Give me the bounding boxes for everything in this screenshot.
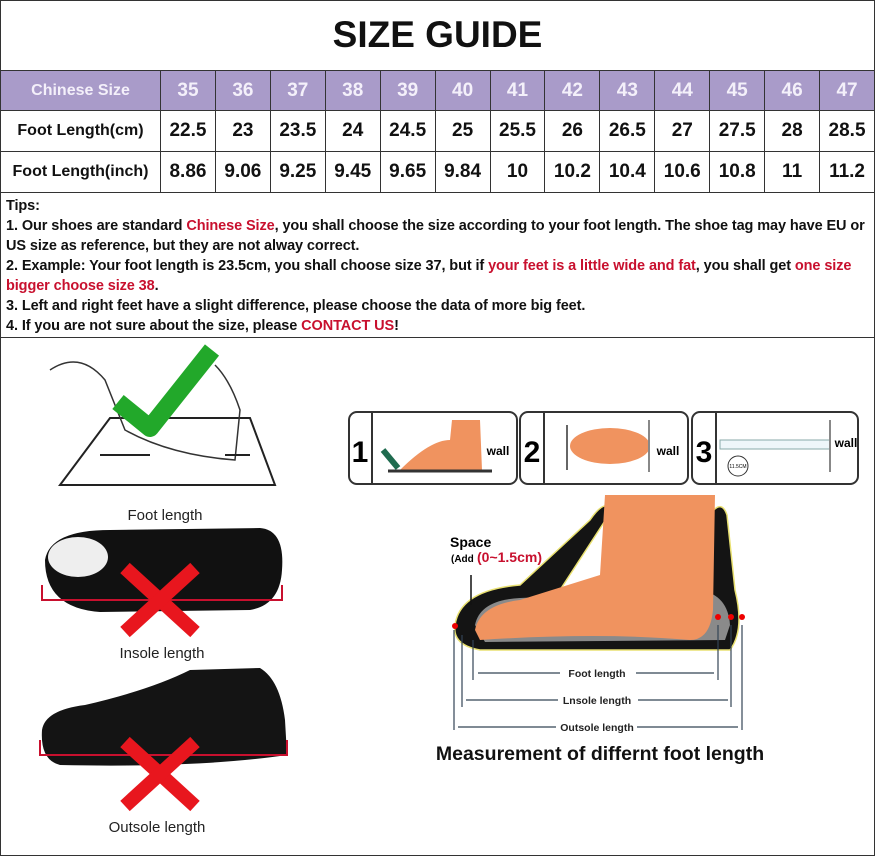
tip-3: 3. Left and right feet have a slight dif… [6, 298, 586, 314]
table-cell: 9.45 [324, 151, 381, 193]
table-cell: 47 [819, 70, 875, 111]
insole-illustration [41, 528, 283, 638]
table-cell: 38 [324, 70, 381, 111]
ruler [719, 439, 831, 450]
step-2-panel: 2 wall [519, 411, 689, 485]
outsole-length-dimension: Outsole length [560, 722, 634, 734]
table-cell: 10.2 [544, 151, 601, 193]
table-cell: 42 [544, 70, 601, 111]
table-cell: 45 [709, 70, 766, 111]
table-cell: 37 [269, 70, 326, 111]
insole-length-dimension: Lnsole length [563, 695, 631, 707]
foot-on-paper-illustration [49, 344, 277, 486]
tip-highlight: your feet is a little wide and fat [488, 258, 696, 274]
tip-text: , you shall get [695, 258, 795, 274]
table-cell: 11.2 [819, 151, 875, 193]
table-row: Foot Length(cm) 22.5 23 23.5 24 24.5 25 25.5 26 2… [0, 110, 875, 152]
wall-label: wall [656, 444, 680, 458]
wall-label: wall [486, 444, 510, 458]
tips-section: Tips: 1. Our shoes are standard Chinese … [0, 193, 875, 338]
dimension-lines [453, 625, 743, 730]
table-cell: 22.5 [160, 110, 216, 152]
table-cell: 39 [379, 70, 436, 111]
add-label: (Add [451, 554, 474, 565]
measurement-illustrations: Foot length Insole length Outsole length… [39, 344, 859, 836]
size-table: Chinese Size 35 36 37 38 39 40 41 42 43 44 45 46 47 Fo… [0, 70, 875, 193]
table-cell: 35 [160, 70, 216, 111]
table-cell: 9.06 [214, 151, 271, 193]
table-cell: 44 [654, 70, 711, 111]
table-cell: 28 [764, 110, 821, 152]
table-cell: 41 [489, 70, 546, 111]
tip-text: 1. Our shoes are standard [6, 218, 187, 234]
page-title: SIZE GUIDE [332, 14, 543, 55]
tip-1: 1. Our shoes are standard Chinese Size, … [6, 216, 869, 256]
table-cell: 11 [764, 151, 821, 193]
step-3-panel: 3 11.5CM wall [691, 411, 859, 485]
table-cell: 24 [324, 110, 381, 152]
table-cell: 25 [434, 110, 491, 152]
table-cell: 27.5 [709, 110, 766, 152]
table-cell: 10 [489, 151, 546, 193]
table-row: Foot Length(inch) 8.86 9.06 9.25 9.45 9.65 9.8… [0, 151, 875, 193]
table-cell: 26 [544, 110, 601, 152]
contact-us-link[interactable]: CONTACT US [301, 318, 395, 334]
step-number: 1 [352, 436, 369, 469]
insole-length-label: Insole length [119, 645, 204, 662]
table-cell: 27 [654, 110, 711, 152]
step-1-panel: 1 wall [348, 411, 518, 485]
step-number: 2 [524, 436, 541, 469]
table-cell: 10.4 [599, 151, 656, 193]
table-cell: 28.5 [819, 110, 875, 152]
foot-length-label: Foot length [127, 507, 202, 524]
outsole-length-label: Outsole length [109, 819, 206, 836]
tip-4: 4. If you are not sure about the size, p… [6, 316, 869, 336]
size-header-row: Chinese Size 35 36 37 38 39 40 41 42 43 44 45 46 47 [0, 70, 875, 111]
row-label: Chinese Size [0, 70, 161, 111]
measurement-badge: 11.5CM [729, 464, 746, 470]
table-cell: 24.5 [379, 110, 436, 152]
foot-length-dimension: Foot length [568, 668, 625, 680]
tip-2: 2. Example: Your foot length is 23.5cm, … [6, 256, 869, 296]
table-cell: 40 [434, 70, 491, 111]
table-cell: 26.5 [599, 110, 656, 152]
shoe-cross-section-illustration [452, 495, 745, 651]
tip-highlight: one size bigger choose size 38 [6, 258, 852, 294]
step-number: 3 [696, 436, 713, 469]
table-cell: 8.86 [160, 151, 216, 193]
table-cell: 9.84 [434, 151, 491, 193]
table-cell: 9.25 [269, 151, 326, 193]
table-cell: 10.8 [709, 151, 766, 193]
cross-icon [120, 736, 200, 812]
check-icon [112, 344, 220, 437]
tip-text: ! [394, 318, 399, 334]
tip-text: , you shall choose the size according to… [6, 218, 865, 254]
space-label: Space [450, 534, 491, 550]
tip-text: 4. If you are not sure about the size, p… [6, 318, 302, 334]
sneaker-illustration [39, 668, 288, 812]
table-cell: 23.5 [269, 110, 326, 152]
row-label: Foot Length(cm) [0, 110, 161, 152]
row-label: Foot Length(inch) [0, 151, 161, 193]
table-cell: 9.65 [379, 151, 436, 193]
table-cell: 25.5 [489, 110, 546, 152]
tip-highlight: Chinese Size [186, 218, 275, 234]
cross-icon [120, 562, 200, 638]
table-cell: 23 [214, 110, 271, 152]
table-cell: 10.6 [654, 151, 711, 193]
table-cell: 36 [214, 70, 271, 111]
table-cell: 43 [599, 70, 656, 111]
table-cell: 46 [764, 70, 821, 111]
add-range-label: (0~1.5cm) [477, 549, 542, 565]
tips-heading: Tips: [6, 198, 40, 214]
tip-text: 2. Example: Your foot length is 23.5cm, … [6, 258, 489, 274]
wall-label: wall [834, 436, 858, 450]
measurement-caption: Measurement of differnt foot length [436, 743, 764, 765]
tip-text: . [154, 278, 159, 294]
